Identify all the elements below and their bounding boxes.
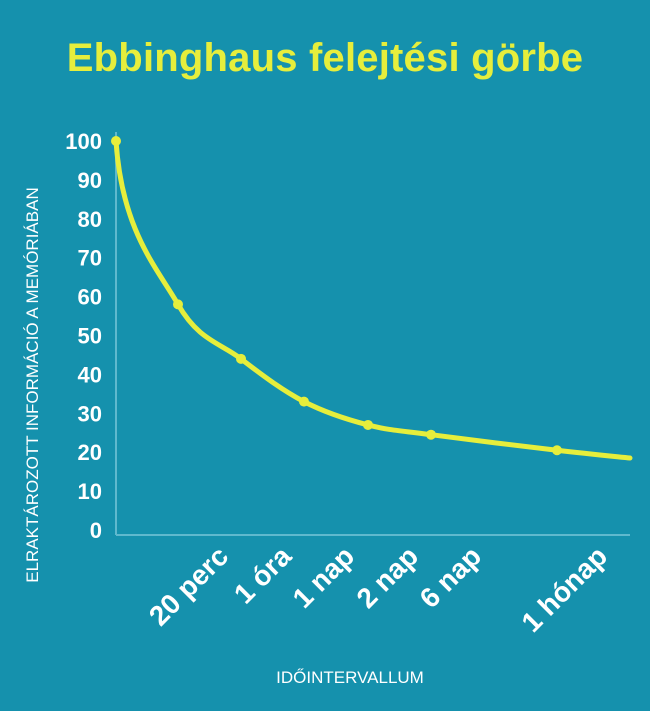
y-axis-label: ELRAKTÁROZOTT INFORMÁCIÓ A MEMÓRIÁBAN [23,187,42,582]
y-tick-label: 40 [78,362,102,387]
x-tick-label: 1 hónap [515,540,613,638]
data-point [236,353,246,364]
y-tick-label: 80 [78,207,102,232]
y-tick-label: 0 [90,518,102,543]
y-tick-label: 10 [78,479,102,504]
y-tick-label: 20 [78,440,102,465]
data-point [363,419,373,430]
data-point-start [111,136,121,146]
x-tick-label: 1 óra [228,540,298,610]
y-tick-label: 60 [78,285,102,310]
x-axis-label: IDŐINTERVALLUM [276,668,424,687]
y-tick-label: 90 [78,168,102,193]
data-point [426,429,436,440]
x-tick-label: 20 perc [143,540,234,631]
x-tick-label: 6 nap [414,540,488,614]
data-point [173,299,183,310]
y-tick-label: 100 [65,129,102,154]
y-tick-label: 50 [78,324,102,349]
data-point [299,396,309,407]
forgetting-curve-line [113,138,633,461]
y-tick-label: 30 [78,401,102,426]
x-tick-label: 2 nap [351,540,425,614]
chart-title: Ebbinghaus felejtési görbe [66,36,584,80]
data-points [111,136,562,456]
x-tick-label: 1 nap [287,540,361,614]
y-tick-label: 70 [78,246,102,271]
data-point [552,445,562,456]
